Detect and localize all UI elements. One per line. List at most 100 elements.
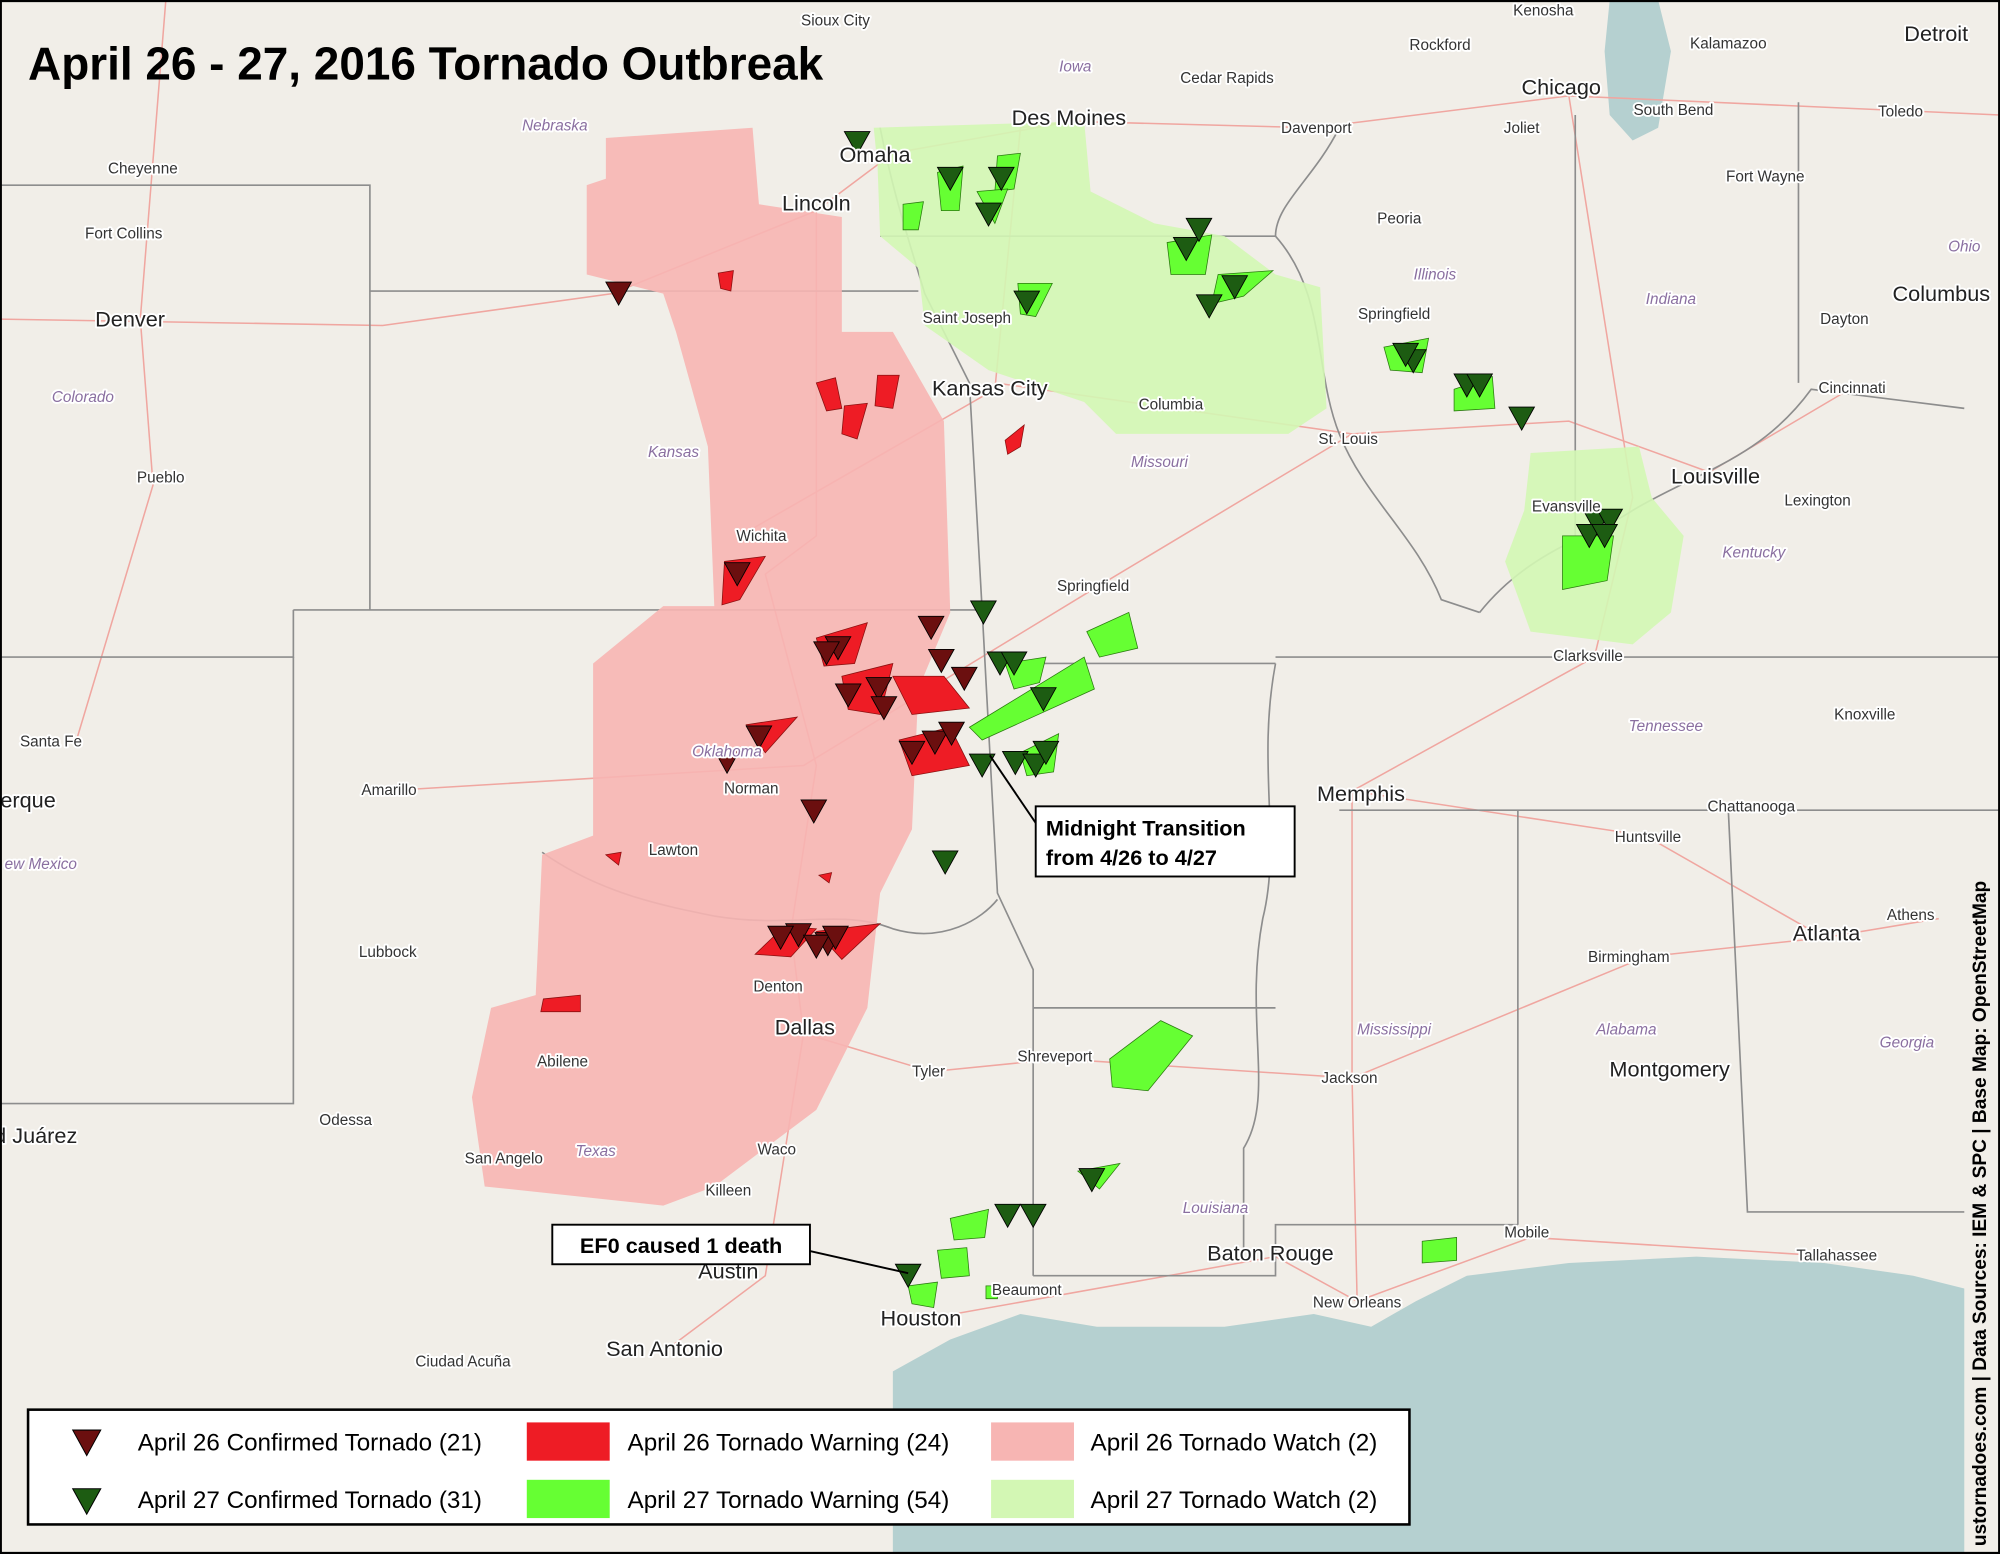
- state-border: [1033, 1223, 1518, 1277]
- city-label: Killeen: [705, 1182, 751, 1199]
- tornado-marker: [1591, 524, 1619, 549]
- warning-area: [815, 377, 843, 412]
- warning-area: [717, 270, 734, 292]
- city-label: Kansas City: [932, 376, 1048, 401]
- tornado-marker: [927, 649, 955, 674]
- annotation: EF0 caused 1 death: [580, 1233, 782, 1258]
- city-label: Norman: [724, 781, 778, 798]
- tornado-marker: [800, 799, 828, 824]
- warning-area: [874, 374, 900, 409]
- city-label: Springfield: [1057, 578, 1129, 595]
- legend-symbol: [526, 1479, 610, 1519]
- warning-area: [817, 872, 833, 884]
- city-label: Santa Fe: [20, 733, 82, 750]
- city-label: Kalamazoo: [1690, 36, 1767, 53]
- tornado-marker: [1466, 373, 1494, 398]
- city-label: Springfield: [1358, 306, 1430, 323]
- state-label: Tennessee: [1629, 718, 1703, 735]
- state-label: Mississippi: [1357, 1022, 1432, 1039]
- warning-area: [540, 994, 581, 1013]
- city-label: Peoria: [1377, 210, 1422, 227]
- city-label: Saint Joseph: [923, 310, 1011, 327]
- state-label: Colorado: [52, 389, 115, 406]
- tornado-marker: [987, 166, 1015, 192]
- city-label: Atlanta: [1793, 920, 1861, 945]
- legend: April 26 Confirmed Tornado (21) April 26…: [26, 1408, 1411, 1526]
- city-label: South Bend: [1633, 102, 1713, 119]
- city-label: Fort Wayne: [1726, 168, 1804, 185]
- tornado-marker: [821, 925, 849, 951]
- warning-area: [604, 851, 622, 866]
- city-label: d Juárez: [0, 1123, 77, 1148]
- tornado-marker: [865, 677, 893, 702]
- city-label: Knoxville: [1834, 707, 1895, 724]
- tornado-marker: [1019, 1203, 1047, 1229]
- tornado-marker: [767, 925, 795, 951]
- tornado-marker: [1221, 275, 1249, 300]
- city-label: Chicago: [1521, 75, 1601, 100]
- tornado-marker: [1001, 751, 1029, 776]
- tornado-marker: [1022, 753, 1050, 778]
- city-label: Cincinnati: [1818, 380, 1885, 397]
- warning-area: [1086, 611, 1139, 658]
- city-label: Davenport: [1281, 120, 1352, 137]
- tornado-marker: [938, 721, 966, 747]
- state-label: Texas: [576, 1143, 617, 1160]
- city-label: Dallas: [775, 1015, 835, 1040]
- tornado-marker: [1596, 508, 1624, 534]
- city-label: Birmingham: [1588, 949, 1670, 966]
- tornado-marker: [1029, 687, 1057, 712]
- city-label: Chattanooga: [1707, 798, 1795, 815]
- credits: ustornadoes.com | Data Sources: IEM & SP…: [1970, 881, 1991, 1546]
- tornado-marker: [1195, 294, 1223, 319]
- tornado-marker: [1508, 406, 1536, 431]
- city-label: San Antonio: [606, 1336, 723, 1361]
- lake-michigan: [1604, 0, 1671, 141]
- city-label: Odessa: [319, 1112, 372, 1129]
- tornado-marker: [936, 166, 964, 192]
- road: [803, 936, 1825, 1079]
- city-label: Denton: [753, 978, 802, 995]
- city-label: Lexington: [1784, 492, 1850, 509]
- warning-area: [841, 402, 868, 440]
- state-border: [0, 184, 371, 610]
- state-label: Oklahoma: [692, 744, 762, 761]
- city-label: Huntsville: [1615, 829, 1681, 846]
- warning-area: [1421, 1237, 1458, 1264]
- state-label: Missouri: [1131, 454, 1189, 471]
- legend-symbol: [71, 1429, 102, 1457]
- warning-area: [968, 656, 1095, 741]
- city-label: Pueblo: [137, 469, 185, 486]
- state-label: Ohio: [1948, 238, 1981, 255]
- state-border: [1727, 810, 1965, 1213]
- tornado-marker: [969, 600, 997, 625]
- tornado-markers: [605, 131, 1624, 1289]
- city-label: Louisville: [1671, 464, 1760, 489]
- city-label: Shreveport: [1017, 1048, 1093, 1065]
- city-label: Tyler: [912, 1064, 945, 1081]
- legend-label: April 26 Tornado Watch (2): [1091, 1429, 1378, 1456]
- tornado-marker: [975, 202, 1003, 227]
- tornado-marker: [870, 696, 898, 721]
- city-label: Cedar Rapids: [1180, 70, 1274, 87]
- state-border: [1242, 663, 1277, 1257]
- callout-box: [551, 1223, 811, 1266]
- legend-box: [26, 1408, 1411, 1526]
- tornado-marker: [1172, 237, 1200, 262]
- legend-symbol: [71, 1488, 102, 1516]
- tornado-marker: [898, 740, 926, 766]
- tornado-marker: [834, 683, 862, 708]
- tornado-marker: [802, 934, 830, 960]
- state-label: ew Mexico: [5, 856, 78, 873]
- city-label: Rockford: [1409, 37, 1470, 54]
- city-label: Waco: [758, 1142, 797, 1159]
- legend-symbol: [991, 1479, 1074, 1519]
- city-label: Lubbock: [359, 944, 417, 961]
- city-label: Montgomery: [1609, 1057, 1730, 1082]
- city-label: erque: [0, 788, 55, 813]
- city-label: Joliet: [1504, 120, 1540, 137]
- city-label: Houston: [881, 1305, 962, 1330]
- warning-area: [937, 1247, 970, 1279]
